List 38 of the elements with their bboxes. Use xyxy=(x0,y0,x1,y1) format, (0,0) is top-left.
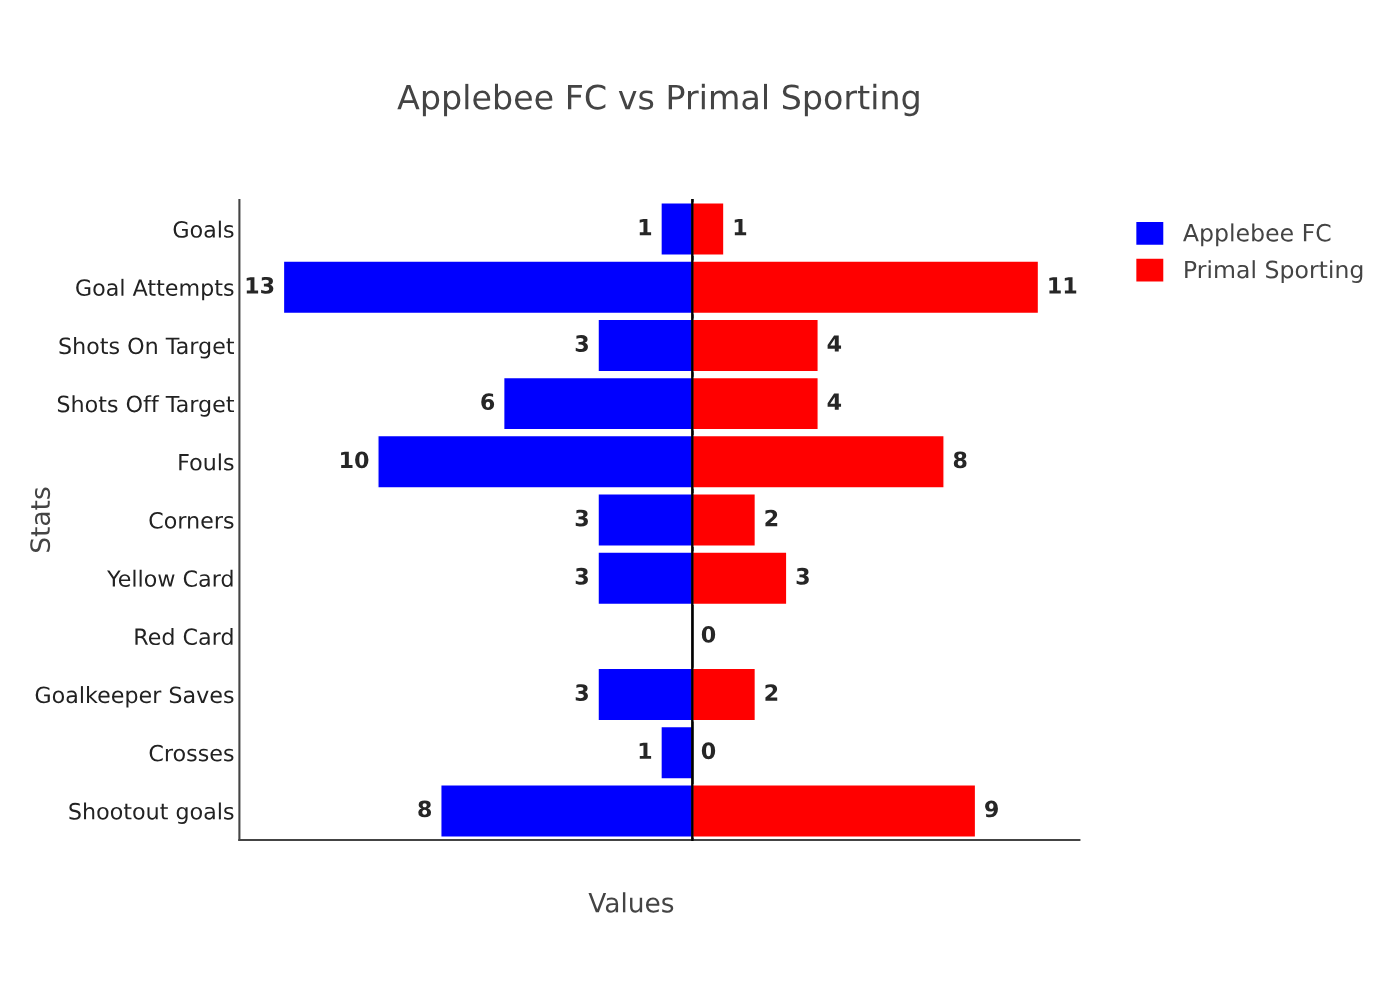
data-label: 3 xyxy=(796,567,809,585)
data-label: 3 xyxy=(575,509,588,527)
data-label: 0 xyxy=(701,742,716,760)
data-label: 3 xyxy=(575,684,588,701)
y-tick-label: Corners xyxy=(149,511,234,529)
legend-label: Primal Sporting xyxy=(1185,260,1363,284)
y-tick-label: Yellow Card xyxy=(107,569,233,587)
legend-label: Applebee FC xyxy=(1183,223,1331,247)
data-label: 2 xyxy=(765,684,778,701)
y-tick-label: Shots Off Target xyxy=(57,395,235,417)
data-label: 8 xyxy=(953,451,967,469)
chart-title: Applebee FC vs Primal Sporting xyxy=(397,83,919,117)
data-label: 11 xyxy=(1049,277,1077,294)
data-label: 10 xyxy=(341,451,369,469)
data-label: 9 xyxy=(985,800,998,818)
data-label: 6 xyxy=(481,393,495,411)
data-label: 8 xyxy=(418,800,432,818)
bar xyxy=(660,725,693,780)
data-label: 1 xyxy=(734,219,747,236)
y-tick-label: Goal Attempts xyxy=(76,278,234,301)
data-label: 4 xyxy=(827,393,842,410)
y-axis-title: Stats xyxy=(30,487,51,552)
y-tick-label: Red Card xyxy=(135,627,233,646)
y-tick-label: Crosses xyxy=(149,744,234,762)
data-label: 2 xyxy=(765,509,778,527)
data-label: 1 xyxy=(639,219,652,236)
data-label: 1 xyxy=(639,742,652,759)
data-label: 4 xyxy=(827,335,842,352)
data-label: 3 xyxy=(575,567,588,585)
y-tick-label: Shots On Target xyxy=(59,337,235,359)
data-label: 3 xyxy=(575,335,588,352)
y-tick-label: Shootout goals xyxy=(69,802,234,824)
x-axis-title: Values xyxy=(588,892,674,913)
data-label: 0 xyxy=(701,626,716,643)
y-tick-label: Goalkeeper Saves xyxy=(35,686,234,708)
data-label: 13 xyxy=(246,276,274,294)
y-tick-label: Fouls xyxy=(179,453,234,471)
y-tick-label: Goals xyxy=(173,220,234,238)
